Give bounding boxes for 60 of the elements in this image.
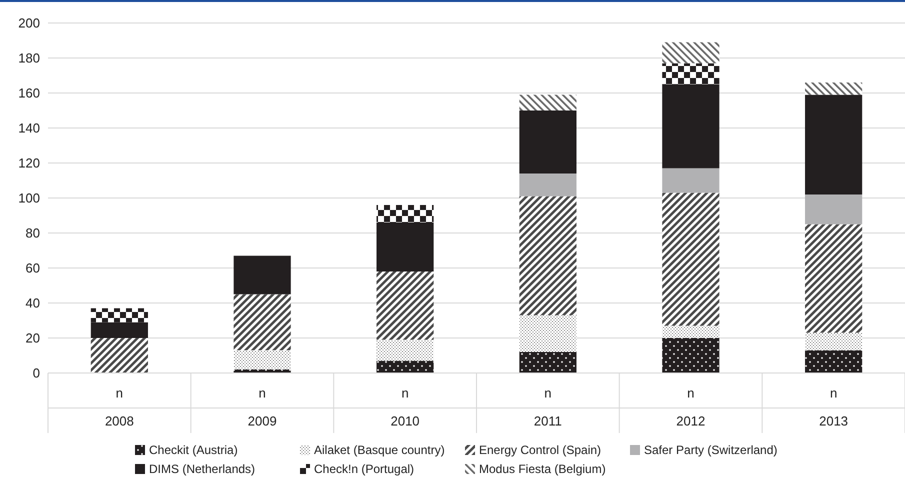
bar <box>662 63 720 84</box>
legend-label: Energy Control (Spain) <box>479 443 602 458</box>
y-tick-label: 40 <box>26 296 40 311</box>
bar <box>805 82 862 95</box>
bar <box>376 360 434 373</box>
legend-label: Modus Fiesta (Belgium) <box>479 462 606 476</box>
y-tick-label: 60 <box>26 260 40 276</box>
legend-label: Check!n (Portugal) <box>314 462 414 476</box>
bar <box>662 84 720 168</box>
x-tick-label: 2008 <box>104 414 134 429</box>
text: n <box>544 386 552 401</box>
bar <box>805 194 862 224</box>
y-tick-label: 180 <box>18 50 40 66</box>
y-tick-label: 20 <box>26 330 40 346</box>
bar <box>519 110 576 174</box>
bar <box>234 294 291 350</box>
bar <box>519 352 576 373</box>
bar <box>519 174 576 196</box>
x-tick-label: 2010 <box>390 414 420 429</box>
text: n <box>116 386 124 401</box>
bar <box>376 340 434 361</box>
bar <box>519 315 576 352</box>
bar <box>519 196 576 316</box>
y-tick-label: 100 <box>18 190 40 206</box>
bar <box>662 338 720 373</box>
legend-label: Ailaket (Basque country) <box>314 443 445 458</box>
text: n <box>687 386 694 401</box>
bar <box>90 308 148 322</box>
text: n <box>258 386 266 401</box>
bar <box>519 94 576 110</box>
bar <box>376 272 434 340</box>
bar <box>662 168 720 193</box>
bar <box>805 224 862 333</box>
bar <box>376 205 434 222</box>
bar <box>234 350 291 370</box>
legend-label: Safer Party (Switzerland) <box>644 443 778 458</box>
bar <box>90 322 148 338</box>
x-tick-label: 2013 <box>819 414 848 429</box>
legend-label: DIMS (Netherlands) <box>149 462 256 476</box>
y-tick-label: 200 <box>18 16 40 31</box>
legend-label: Checkit (Austria) <box>149 443 238 458</box>
bar <box>376 222 434 272</box>
bar <box>234 256 291 294</box>
y-tick-label: 120 <box>18 156 40 171</box>
bar <box>662 326 720 338</box>
bar <box>805 94 862 194</box>
text: n <box>401 386 409 401</box>
y-tick-label: 140 <box>18 120 40 136</box>
x-tick-label: 2009 <box>248 414 277 429</box>
bar <box>662 192 720 326</box>
y-tick-label: 80 <box>26 226 40 241</box>
bar <box>90 338 148 373</box>
x-tick-label: 2011 <box>534 414 562 429</box>
text: n <box>830 386 838 401</box>
x-tick-label: 2012 <box>676 414 706 429</box>
bar <box>805 332 862 350</box>
y-tick-label: 0 <box>32 366 40 381</box>
bar <box>662 42 720 64</box>
y-tick-label: 160 <box>18 86 40 101</box>
bar <box>805 350 862 373</box>
